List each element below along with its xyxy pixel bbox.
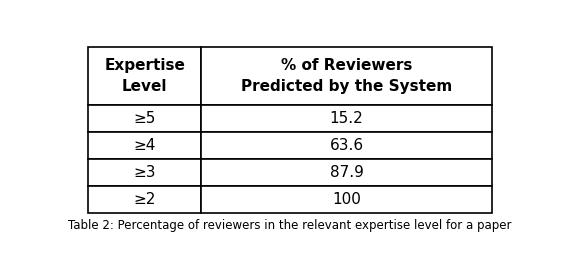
Bar [88,47,201,105]
Text: Table 2: Percentage of reviewers in the relevant expertise level for a paper: Table 2: Percentage of reviewers in the … [68,219,512,232]
Text: ≥2: ≥2 [134,192,156,207]
Text: 100: 100 [332,192,361,207]
Text: ≥3: ≥3 [134,165,156,180]
Bar [88,159,201,186]
Text: 15.2: 15.2 [330,111,363,126]
Text: ≥4: ≥4 [134,138,156,153]
Bar [201,47,492,105]
Bar [88,132,201,159]
Text: % of Reviewers
Predicted by the System: % of Reviewers Predicted by the System [241,58,452,94]
Bar [88,105,201,132]
Bar [201,186,492,213]
Bar [201,159,492,186]
Bar [88,186,201,213]
Text: Expertise
Level: Expertise Level [104,58,185,94]
Bar [201,105,492,132]
Text: 87.9: 87.9 [329,165,363,180]
Text: 63.6: 63.6 [329,138,363,153]
Text: ≥5: ≥5 [134,111,156,126]
Bar [201,132,492,159]
